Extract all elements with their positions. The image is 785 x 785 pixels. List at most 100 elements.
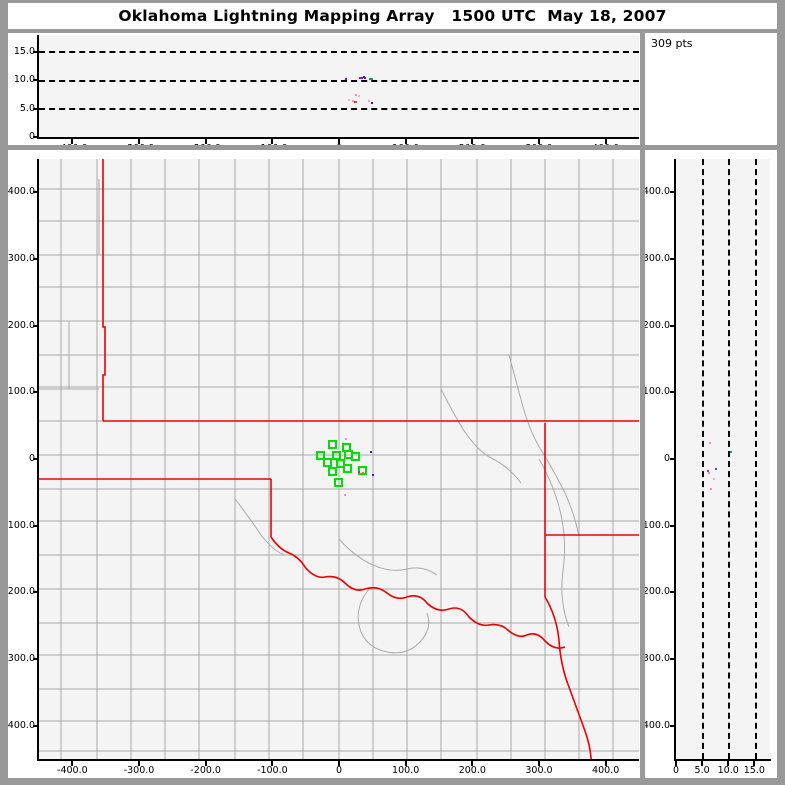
x-tick-label: 200.0 — [446, 143, 498, 145]
y-tick — [670, 458, 676, 460]
x-tick — [701, 761, 704, 766]
data-point — [364, 76, 367, 79]
x-tick-label: -300.0 — [113, 143, 165, 145]
data-point — [369, 451, 372, 453]
y-tick — [33, 524, 39, 527]
x-tick-label: 400.0 — [592, 765, 620, 776]
altitude-y-axis — [37, 35, 39, 138]
data-point — [355, 100, 357, 103]
data-point — [361, 472, 364, 475]
data-point — [357, 471, 360, 473]
point-count-panel: 309 pts — [645, 33, 777, 145]
station-marker — [328, 440, 338, 450]
x-tick-label: 400.0 — [580, 143, 632, 145]
station-marker — [351, 452, 360, 462]
data-point — [348, 99, 351, 102]
x-tick — [604, 761, 607, 766]
station-marker — [316, 451, 326, 460]
y-tick-label: 10.0 — [13, 74, 35, 86]
data-point — [355, 93, 357, 96]
points-count-label: 309 pts — [651, 37, 693, 50]
x-tick-label: -400.0 — [57, 765, 88, 776]
altitude-plot-area[interactable] — [39, 35, 639, 137]
y-tick — [33, 658, 39, 660]
x-tick — [471, 139, 474, 144]
x-tick — [138, 761, 140, 766]
y-tick — [670, 324, 676, 327]
map-panel[interactable]: -400.0 -300.0 -200.0 -100.0 0 100.0 200.0 300.0… — [8, 150, 640, 778]
title-bar: Oklahoma Lightning Mapping Array 1500 UT… — [8, 3, 777, 29]
y-tick — [33, 191, 39, 194]
x-tick — [204, 761, 207, 766]
data-point — [353, 100, 356, 103]
y-tick — [670, 658, 676, 660]
y-tick-label: 300.0 — [645, 253, 670, 264]
x-tick-label: -100.0 — [257, 765, 288, 776]
gridline-x-5 — [702, 159, 704, 759]
x-tick — [271, 761, 274, 766]
x-tick-label: 100.0 — [380, 143, 432, 145]
y-tick — [670, 191, 676, 194]
x-tick-label: 300.0 — [513, 143, 565, 145]
y-tick — [33, 391, 39, 394]
x-tick — [471, 761, 474, 766]
x-tick-label: 10.0 — [717, 765, 739, 776]
x-tick — [538, 139, 540, 144]
x-tick-label: -100.0 — [246, 143, 298, 145]
y-tick-label: -300.0 — [8, 653, 35, 664]
data-point — [710, 488, 713, 491]
data-point — [730, 451, 733, 453]
data-point — [359, 76, 361, 79]
data-point — [708, 472, 711, 475]
station-marker — [343, 464, 352, 474]
data-point — [344, 493, 347, 496]
y-tick — [33, 258, 39, 260]
altitude-vs-east-panel[interactable]: 0 5.0 10.0 15.0 -400.0 -300.0 -200.0 -100.0 0 10… — [8, 33, 640, 145]
station-marker — [333, 477, 343, 487]
y-tick-label: 200.0 — [8, 319, 35, 331]
x-tick — [338, 761, 340, 766]
map-x-axis — [37, 759, 639, 761]
side-x-axis — [674, 759, 771, 761]
y-tick-label: 5.0 — [19, 102, 35, 114]
y-tick — [33, 591, 39, 594]
map-plot-area[interactable] — [39, 159, 639, 759]
x-tick-label: 0 — [335, 765, 343, 776]
y-tick-label: 15.0 — [13, 46, 35, 57]
y-tick — [670, 724, 676, 727]
x-tick-label: 200.0 — [458, 765, 486, 776]
x-tick-label: -200.0 — [190, 765, 221, 776]
y-tick-label: 400.0 — [645, 186, 670, 198]
x-tick — [538, 761, 540, 766]
altitude-x-axis — [37, 137, 639, 139]
x-tick-label: 0 — [313, 143, 365, 145]
station-marker — [323, 457, 332, 467]
y-tick-label: 200.0 — [645, 319, 670, 331]
state-borders — [39, 159, 639, 759]
x-tick-label: 0 — [672, 765, 680, 776]
data-point — [368, 100, 371, 103]
data-point — [712, 477, 715, 480]
y-tick-label: 300.0 — [8, 253, 35, 264]
y-tick-label: -100.0 — [645, 519, 670, 531]
altitude-vs-north-panel[interactable]: -400.0 -300.0 -200.0 -100.0 0 100.0 200.0 300.0… — [645, 150, 777, 778]
x-tick-label: -200.0 — [180, 143, 232, 145]
x-tick-label: 15.0 — [743, 765, 765, 776]
y-tick — [33, 136, 39, 138]
x-tick-label: -400.0 — [46, 143, 98, 145]
side-plot-area[interactable] — [676, 159, 770, 759]
county-lines — [39, 159, 639, 759]
gridline-10 — [39, 80, 639, 82]
y-tick-label: 400.0 — [8, 186, 35, 198]
y-tick-label: 100.0 — [645, 386, 670, 398]
x-tick — [138, 139, 140, 144]
y-tick — [33, 79, 39, 82]
data-point — [371, 101, 373, 104]
data-point — [357, 94, 360, 97]
x-tick — [675, 761, 677, 766]
x-tick — [727, 761, 730, 766]
x-tick — [271, 139, 274, 144]
y-tick-label: 100.0 — [8, 386, 35, 398]
data-point — [709, 441, 712, 444]
